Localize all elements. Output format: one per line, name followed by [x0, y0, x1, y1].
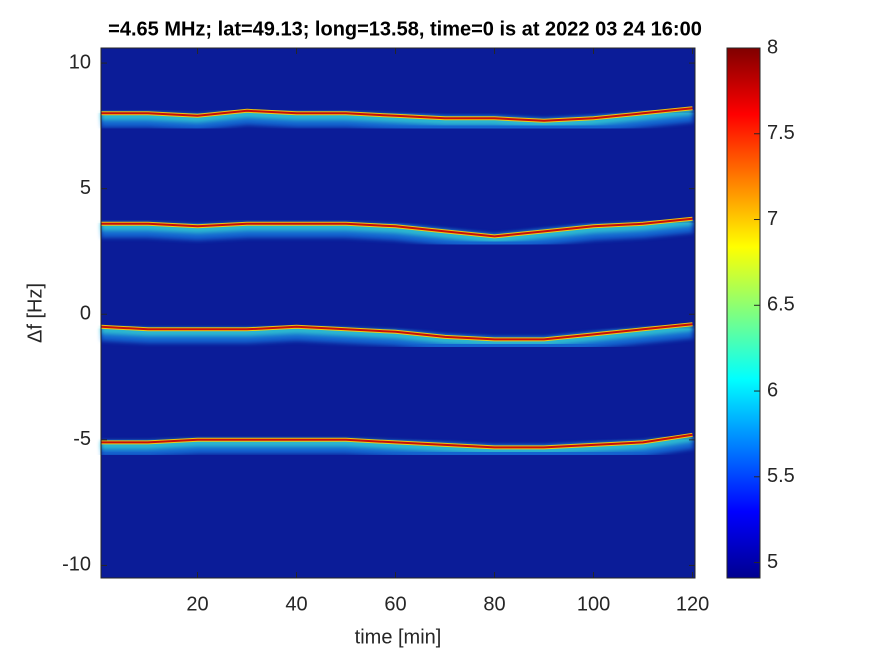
trace-halo [100, 323, 693, 347]
trace-line [101, 107, 693, 122]
plot-frame [100, 47, 696, 579]
y-tick-label: -10 [62, 554, 91, 576]
y-axis-label: Δf [Hz] [24, 283, 46, 343]
colorbar-tick-label: 5 [767, 551, 778, 573]
colorbar-tick-label: 8 [767, 36, 778, 58]
y-tick-label: 10 [69, 51, 91, 73]
x-axis-label: time [min] [355, 626, 442, 648]
colorbar [726, 47, 761, 579]
colorbar-tick-label: 6 [767, 379, 778, 401]
x-tick-label: 100 [577, 593, 610, 615]
x-tick-label: 80 [483, 593, 505, 615]
trace-line [100, 323, 693, 341]
y-tick-label: 0 [80, 303, 91, 325]
y-tick-label: 5 [80, 177, 91, 199]
spectrogram-background [101, 48, 695, 578]
y-tick-label: -5 [73, 428, 91, 450]
x-tick-label: 40 [285, 593, 307, 615]
x-tick-label: 120 [676, 593, 709, 615]
trace-line [101, 433, 693, 449]
x-tick-label: 20 [186, 593, 208, 615]
x-tick-label: 60 [384, 593, 406, 615]
colorbar-tick-label: 7.5 [767, 122, 795, 144]
trace-halo [101, 217, 693, 244]
trace-halo [101, 107, 693, 128]
colorbar-tick-label: 5.5 [767, 465, 795, 487]
colorbar-tick-label: 6.5 [767, 294, 795, 316]
trace-line [101, 217, 693, 238]
trace-halo [101, 433, 694, 455]
chart-title: =4.65 MHz; lat=49.13; long=13.58, time=0… [108, 18, 702, 40]
colorbar-tick-label: 7 [767, 208, 778, 230]
